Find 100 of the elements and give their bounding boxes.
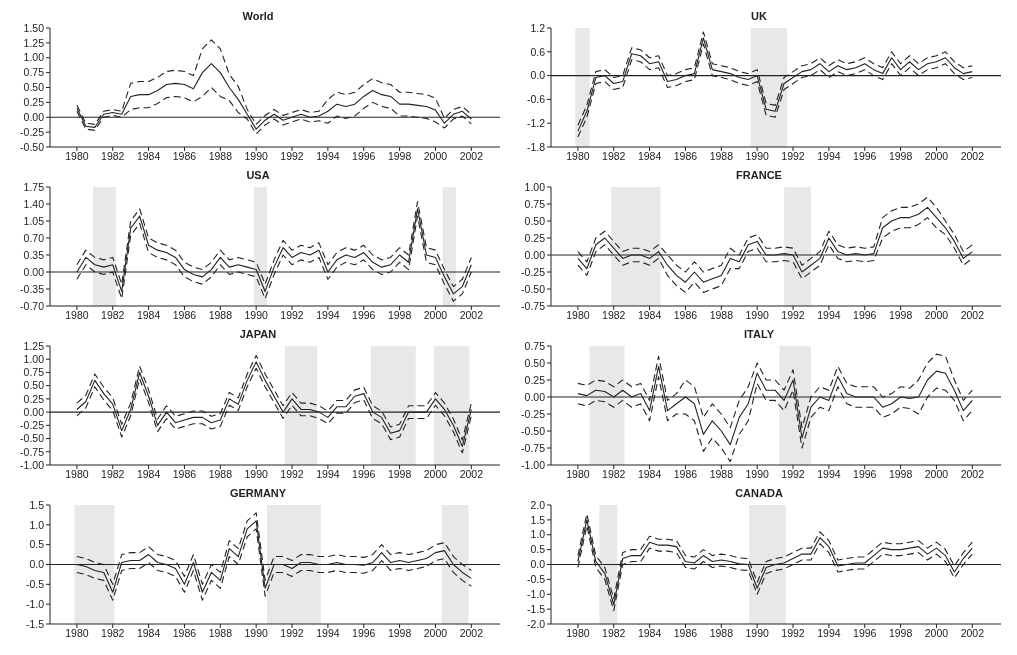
chart-title: GERMANY (229, 487, 287, 499)
x-tick-label: 1998 (888, 468, 913, 481)
x-tick-label: 1992 (781, 468, 805, 481)
y-tick-label: 0.25 (23, 392, 45, 405)
y-tick-label: 1.0 (530, 528, 546, 541)
x-tick-label: 1980 (65, 468, 89, 481)
x-tick-label: 2000 (423, 468, 448, 481)
x-tick-label: 1998 (387, 468, 412, 481)
x-tick-label: 1986 (172, 468, 197, 481)
x-tick-label: 1992 (280, 627, 304, 640)
y-tick-label: -0.50 (20, 432, 45, 445)
x-tick-label: 1990 (745, 468, 770, 481)
x-tick-label: 1988 (208, 150, 233, 163)
x-tick-label: 1992 (280, 468, 304, 481)
y-tick-label: 1.25 (23, 36, 45, 49)
x-tick-label: 1996 (853, 627, 877, 640)
x-tick-label: 2002 (960, 627, 985, 640)
y-tick-label: 2.0 (530, 498, 546, 511)
y-tick-label: -2.0 (526, 617, 546, 630)
x-tick-label: 2002 (459, 309, 484, 322)
x-tick-label: 1982 (101, 627, 125, 640)
y-tick-label: -0.75 (20, 445, 45, 458)
x-tick-label: 2000 (423, 309, 448, 322)
x-tick-label: 1982 (101, 468, 125, 481)
y-tick-label: 0.25 (524, 231, 546, 244)
x-tick-label: 1990 (745, 627, 770, 640)
x-tick-label: 1984 (136, 627, 161, 640)
x-tick-label: 1988 (208, 627, 233, 640)
chart-title: World (242, 10, 274, 22)
x-tick-label: 1980 (65, 150, 89, 163)
x-tick-label: 1988 (709, 150, 734, 163)
y-tick-label: -1.2 (526, 116, 546, 129)
y-tick-label: 1.25 (23, 339, 45, 352)
x-tick-label: 1990 (244, 309, 269, 322)
x-tick-label: 1986 (172, 150, 197, 163)
x-tick-label: 1980 (566, 309, 590, 322)
x-tick-label: 1994 (316, 468, 340, 481)
y-tick-label: -0.25 (20, 419, 45, 432)
y-tick-label: 0.5 (530, 543, 546, 556)
x-tick-label: 1982 (602, 150, 626, 163)
y-tick-label: 0.00 (23, 405, 45, 418)
y-tick-label: -0.5 (526, 573, 546, 586)
x-tick-label: 1986 (172, 309, 197, 322)
chart-title: JAPAN (239, 328, 277, 340)
x-tick-label: 1988 (208, 309, 233, 322)
x-tick-label: 2000 (423, 150, 448, 163)
y-tick-label: 0.75 (524, 339, 546, 352)
x-tick-label: 1982 (602, 309, 626, 322)
y-tick-label: 0.00 (23, 110, 45, 123)
y-tick-label: 0.0 (530, 69, 546, 82)
y-tick-label: -0.6 (526, 93, 546, 106)
x-tick-label: 1990 (745, 309, 770, 322)
x-tick-label: 2000 (924, 309, 949, 322)
x-tick-label: 1984 (637, 150, 662, 163)
y-tick-label: -1.00 (20, 458, 45, 471)
y-tick-label: 0.75 (23, 366, 45, 379)
y-tick-label: 0.70 (23, 231, 45, 244)
y-tick-label: 1.0 (29, 518, 45, 531)
x-tick-label: 1990 (244, 150, 269, 163)
x-tick-label: 1984 (136, 150, 161, 163)
y-tick-label: 1.75 (23, 180, 45, 193)
y-tick-label: 0.75 (23, 66, 45, 79)
y-tick-label: -0.75 (521, 299, 546, 312)
x-tick-label: 1996 (853, 468, 877, 481)
x-tick-label: 1982 (602, 468, 626, 481)
x-tick-label: 1998 (387, 627, 412, 640)
x-tick-label: 1988 (709, 309, 734, 322)
x-tick-label: 2002 (459, 627, 484, 640)
chart-title: ITALY (744, 328, 774, 340)
x-tick-label: 1984 (637, 309, 662, 322)
x-tick-label: 1988 (208, 468, 233, 481)
x-tick-label: 1986 (673, 468, 698, 481)
x-tick-label: 1998 (888, 627, 913, 640)
y-tick-label: 0.6 (530, 45, 546, 58)
x-tick-label: 1980 (566, 150, 590, 163)
x-tick-label: 1988 (709, 468, 734, 481)
x-tick-label: 1984 (637, 627, 662, 640)
x-tick-label: 1986 (673, 150, 698, 163)
y-tick-label: -0.5 (25, 578, 45, 591)
y-tick-label: 1.00 (23, 352, 45, 365)
x-tick-label: 1994 (817, 627, 841, 640)
chart-title: FRANCE (736, 169, 782, 181)
y-tick-label: 1.50 (23, 21, 45, 34)
x-tick-label: 2002 (960, 468, 985, 481)
x-tick-label: 2000 (924, 627, 949, 640)
y-tick-label: -0.25 (20, 125, 45, 138)
x-tick-label: 1994 (316, 627, 340, 640)
y-tick-label: 1.05 (23, 214, 45, 227)
y-tick-label: 1.00 (23, 51, 45, 64)
x-tick-label: 2002 (960, 150, 985, 163)
x-tick-label: 1996 (352, 150, 376, 163)
y-tick-label: 0.25 (23, 96, 45, 109)
x-tick-label: 2002 (960, 309, 985, 322)
x-tick-label: 1984 (136, 309, 161, 322)
x-tick-label: 1996 (352, 627, 376, 640)
x-tick-label: 1996 (853, 150, 877, 163)
chart-title: UK (751, 10, 767, 22)
x-tick-label: 1994 (316, 150, 340, 163)
y-tick-label: 1.2 (530, 21, 546, 34)
x-tick-label: 1980 (65, 309, 89, 322)
